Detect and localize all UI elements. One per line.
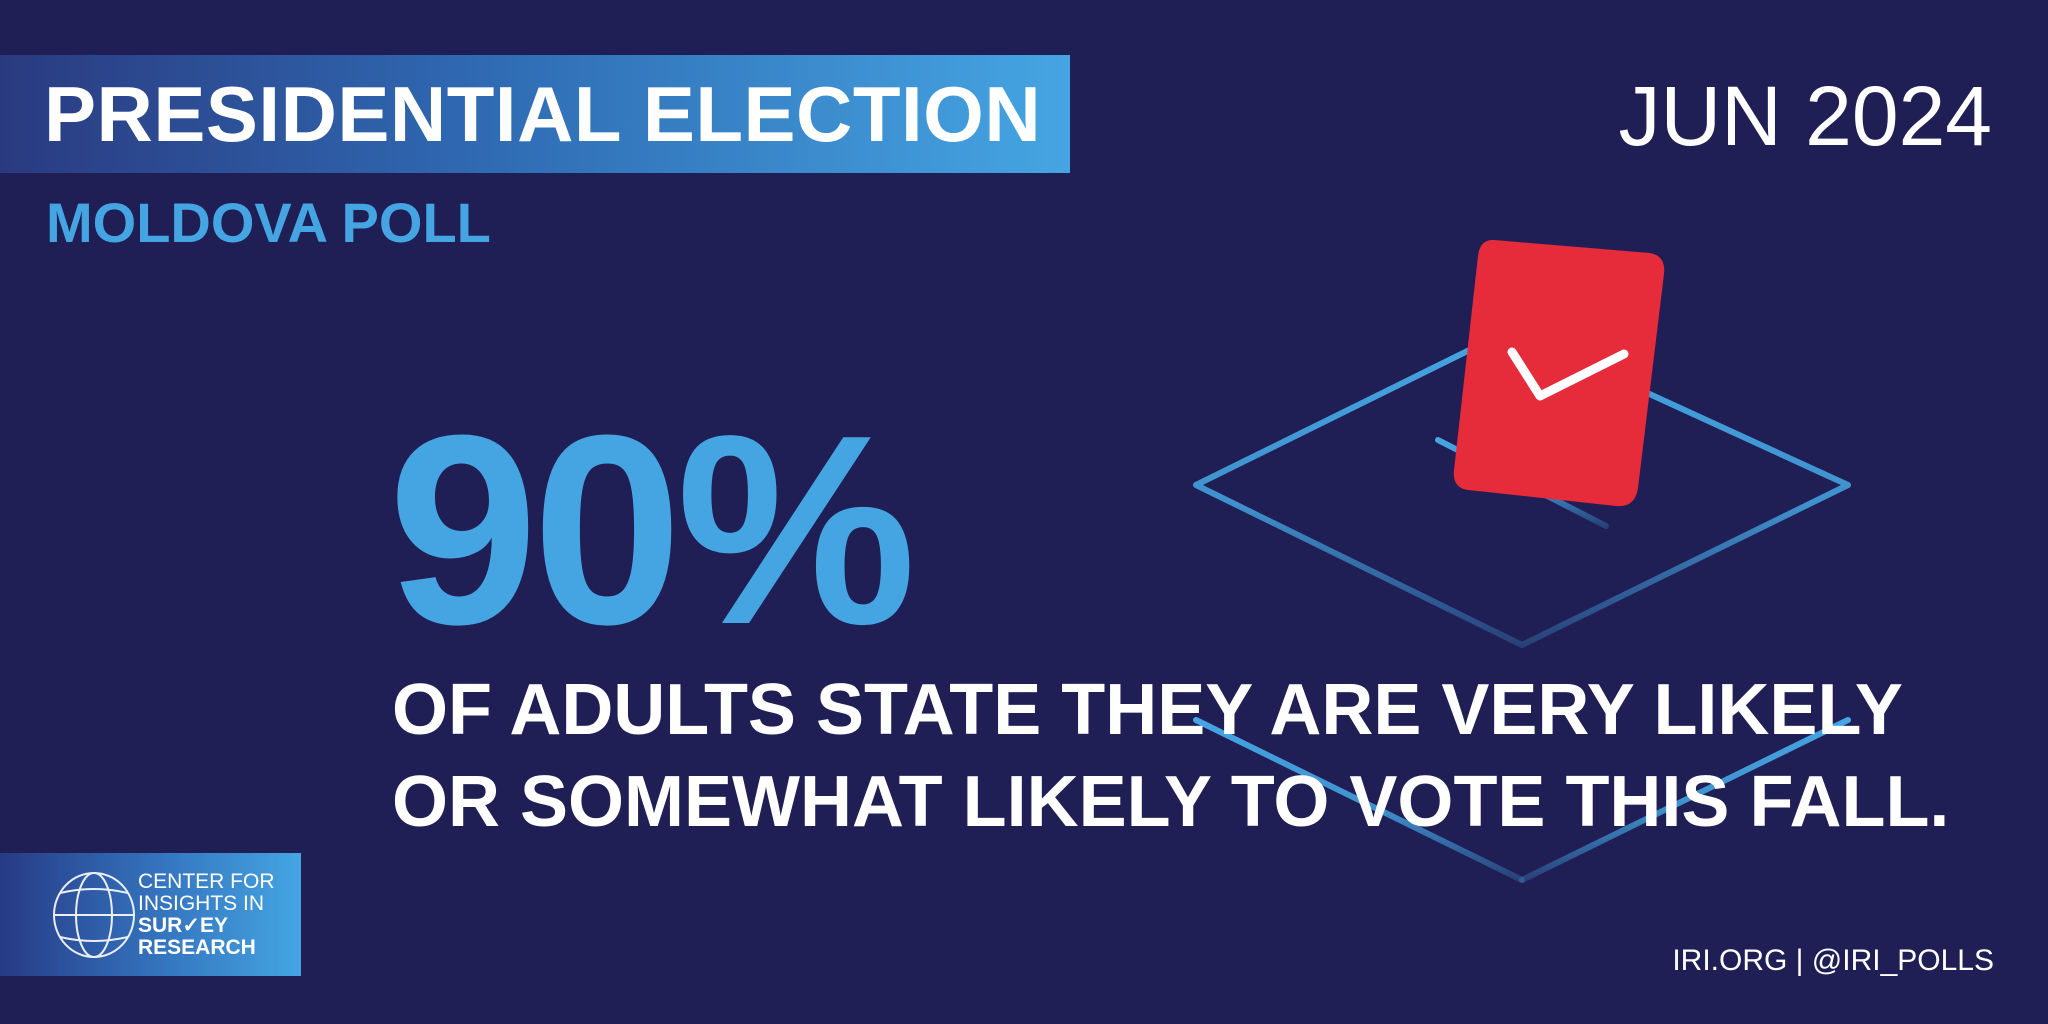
poll-subtitle: MOLDOVA POLL [46,191,491,254]
logo-line-1: CENTER FOR [138,870,275,893]
logo-line-3a: SUR [138,914,183,937]
logo-line-4: RESEARCH [138,936,256,959]
ballot-box-icon [1193,239,1851,883]
logo-line-3: SUR✓EY [138,915,275,937]
stat-value: 90% [388,380,916,681]
stat-line-2: OR SOMEWHAT LIKELY TO VOTE THIS FALL. [392,762,1950,842]
stat-statement: OF ADULTS STATE THEY ARE VERY LIKELY OR … [392,664,1949,848]
logo-wordmark: CENTER FOR INSIGHTS IN SUR✓EY RESEARCH [138,871,275,959]
page-title: PRESIDENTIAL ELECTION [44,69,1042,158]
check-icon: ✓ [182,914,200,937]
globe-icon [53,872,135,958]
footer-links: IRI.ORG | @IRI_POLLS [1672,944,1994,977]
logo-line-3b: EY [199,914,228,937]
checkmark-icon [1507,347,1629,401]
ballot-card [1453,239,1665,507]
title-banner: PRESIDENTIAL ELECTION [0,55,1070,173]
cisr-logo: CENTER FOR INSIGHTS IN SUR✓EY RESEARCH [0,853,301,976]
logo-line-2: INSIGHTS IN [138,892,265,915]
poll-date: JUN 2024 [1618,69,1992,163]
stat-line-1: OF ADULTS STATE THEY ARE VERY LIKELY [392,670,1903,750]
